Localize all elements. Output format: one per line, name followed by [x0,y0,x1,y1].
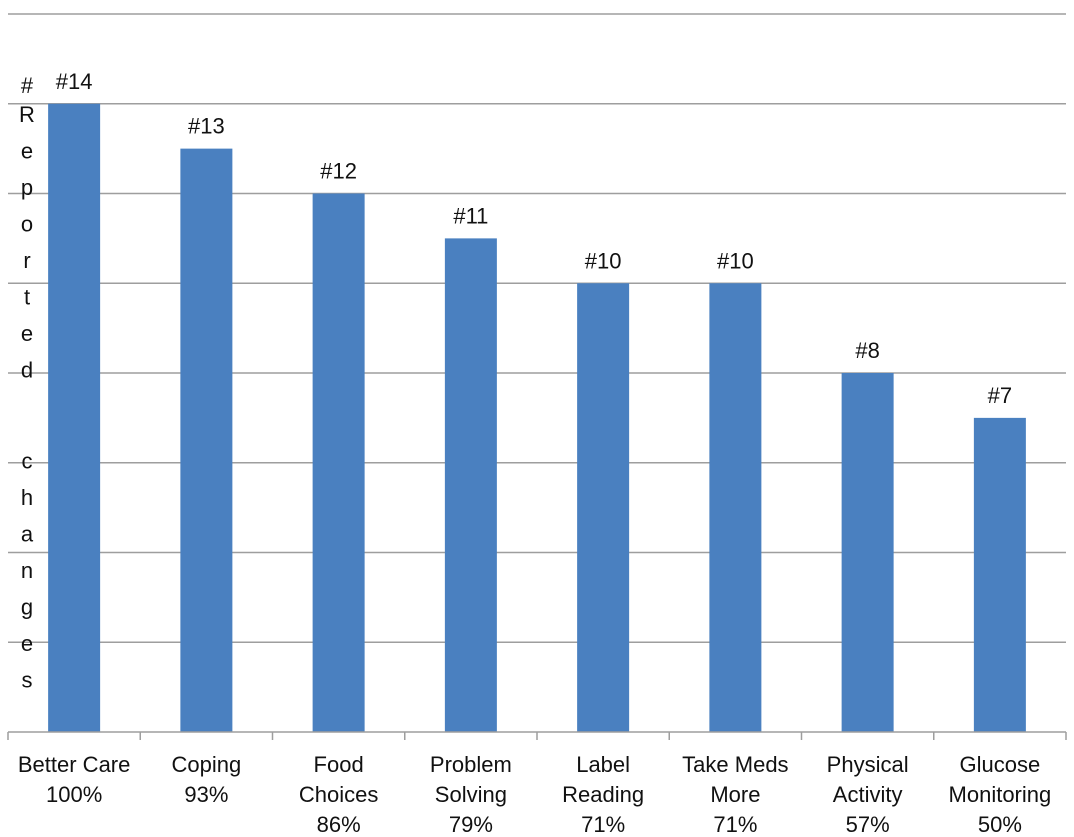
data-label-1: #13 [188,114,225,139]
y-axis-label-char: r [23,248,30,273]
category-label-3: Problem Solving 79% [430,752,512,837]
data-label-2: #12 [320,159,357,184]
data-label-0: #14 [56,69,93,94]
bar-7 [973,417,1026,732]
data-label-4: #10 [585,248,622,273]
bars [48,103,1026,732]
data-label-5: #10 [717,248,754,273]
x-axis [7,731,1067,740]
data-label-6: #8 [855,338,879,363]
category-label-1: Coping 93% [172,752,242,807]
gridlines [8,13,1066,643]
bar-4 [577,283,630,732]
y-axis-label-char: a [21,522,34,547]
category-labels: Better Care 100% Coping 93% Food Choices 86% Pr… [18,752,1051,837]
y-axis-label-char: d [21,357,33,382]
y-axis-label-char: o [21,211,33,236]
y-axis-label-char: e [21,631,33,656]
data-label-3: #11 [453,203,488,228]
y-axis-label-char: e [21,138,33,163]
y-axis-label-char: t [24,284,30,309]
y-axis-label-char: s [22,668,33,693]
category-label-5: Take Meds More 71% [682,752,788,837]
bar-3 [444,238,497,732]
bar-5 [709,283,762,732]
data-label-7: #7 [988,383,1012,408]
y-axis-label-char: g [21,595,33,620]
category-label-2: Food Choices 86% [299,752,378,837]
bar-0 [48,103,101,732]
y-axis-label-char: n [21,558,33,583]
category-label-7: Glucose Monitoring 50% [949,752,1052,837]
data-labels: #14 #13 #12 #11 #10 #10 #8 #7 [56,69,1012,408]
bar-2 [312,193,365,732]
y-axis-label-char: p [21,175,33,200]
bar-1 [180,148,233,732]
y-axis-label-char: e [21,321,33,346]
category-label-4: Label Reading 71% [562,752,644,837]
y-axis-label-char: c [22,449,33,474]
y-axis-label-char: R [19,102,35,127]
y-axis-label-char: # [21,73,34,98]
category-label-6: Physical Activity 57% [827,752,909,837]
category-label-0: Better Care 100% [18,752,131,807]
bar-6 [841,373,894,732]
y-axis-label-char: h [21,485,33,510]
